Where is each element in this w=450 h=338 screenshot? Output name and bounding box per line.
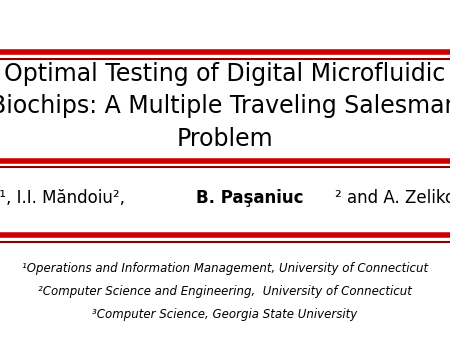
Text: B. Paşaniuc: B. Paşaniuc — [196, 189, 304, 207]
Text: ³Computer Science, Georgia State University: ³Computer Science, Georgia State Univers… — [92, 308, 358, 321]
Text: ²Computer Science and Engineering,  University of Connecticut: ²Computer Science and Engineering, Unive… — [38, 285, 412, 298]
Text: ² and A. Zelikovsky³: ² and A. Zelikovsky³ — [335, 189, 450, 207]
Text: Optimal Testing of Digital Microfluidic
Biochips: A Multiple Traveling Salesman
: Optimal Testing of Digital Microfluidic … — [0, 62, 450, 151]
Text: ¹Operations and Information Management, University of Connecticut: ¹Operations and Information Management, … — [22, 262, 428, 275]
Text: R. Garfinkel¹, I.I. Măndoiu²,: R. Garfinkel¹, I.I. Măndoiu², — [0, 189, 130, 207]
